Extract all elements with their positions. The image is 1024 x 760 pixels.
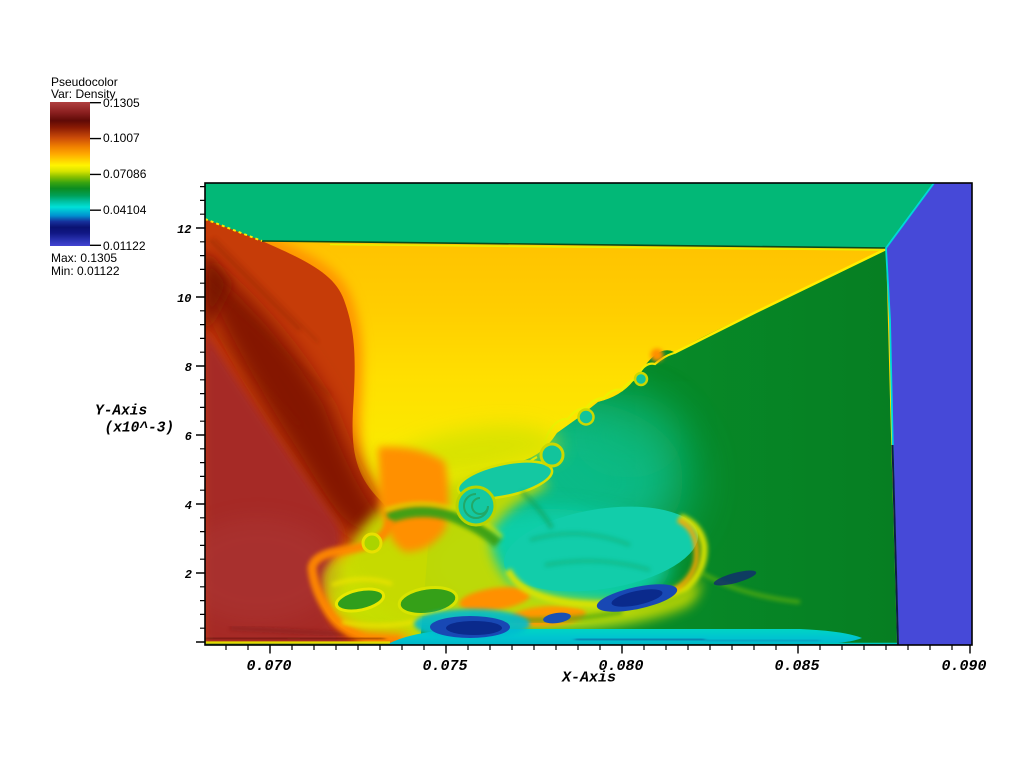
- svg-text:12: 12: [177, 223, 191, 237]
- svg-text:8: 8: [185, 361, 192, 375]
- svg-text:0.1305: 0.1305: [103, 96, 140, 110]
- svg-text:0.080: 0.080: [598, 658, 643, 675]
- svg-text:(x10^-3): (x10^-3): [105, 421, 175, 437]
- svg-text:2: 2: [185, 568, 192, 582]
- svg-text:Pseudocolor: Pseudocolor: [51, 75, 118, 89]
- svg-text:0.07086: 0.07086: [103, 167, 147, 181]
- svg-text:6: 6: [185, 430, 192, 444]
- svg-text:X-Axis: X-Axis: [561, 670, 616, 687]
- svg-text:10: 10: [177, 292, 191, 306]
- svg-text:0.090: 0.090: [941, 658, 986, 675]
- svg-text:0.075: 0.075: [422, 658, 467, 675]
- svg-text:0.04104: 0.04104: [103, 203, 147, 217]
- svg-text:Var: Density: Var: Density: [51, 87, 115, 101]
- svg-text:0.070: 0.070: [246, 658, 291, 675]
- svg-text:Max: 0.1305: Max: 0.1305: [51, 251, 117, 265]
- svg-text:Y-Axis: Y-Axis: [95, 404, 148, 420]
- svg-text:0.085: 0.085: [774, 658, 819, 675]
- svg-text:0.1007: 0.1007: [103, 131, 140, 145]
- svg-text:4: 4: [185, 499, 192, 513]
- svg-text:Min: 0.01122: Min: 0.01122: [51, 264, 120, 278]
- svg-text:0.01122: 0.01122: [103, 239, 146, 253]
